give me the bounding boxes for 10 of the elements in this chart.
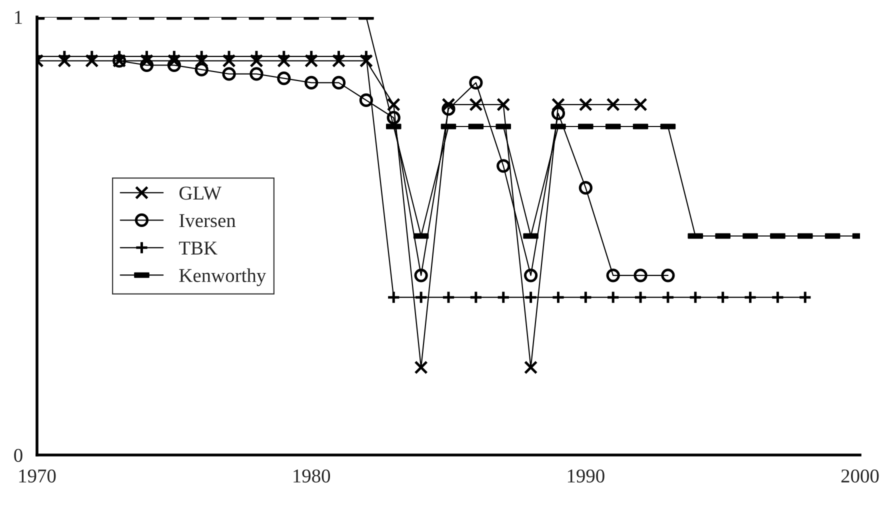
x-tick-label: 2000 — [841, 469, 879, 483]
y-tick-label: 1 — [15, 10, 22, 24]
y-tick-label: 0 — [14, 448, 22, 462]
x-tick-label: 1980 — [294, 469, 330, 483]
legend-label: GLW — [179, 186, 222, 200]
legend-label: Iversen — [179, 214, 236, 228]
legend-label: Kenworthy — [179, 268, 266, 286]
legend-label: TBK — [179, 242, 218, 255]
x-tick-label: 1970 — [19, 469, 56, 483]
x-tick-label: 1990 — [568, 469, 604, 483]
